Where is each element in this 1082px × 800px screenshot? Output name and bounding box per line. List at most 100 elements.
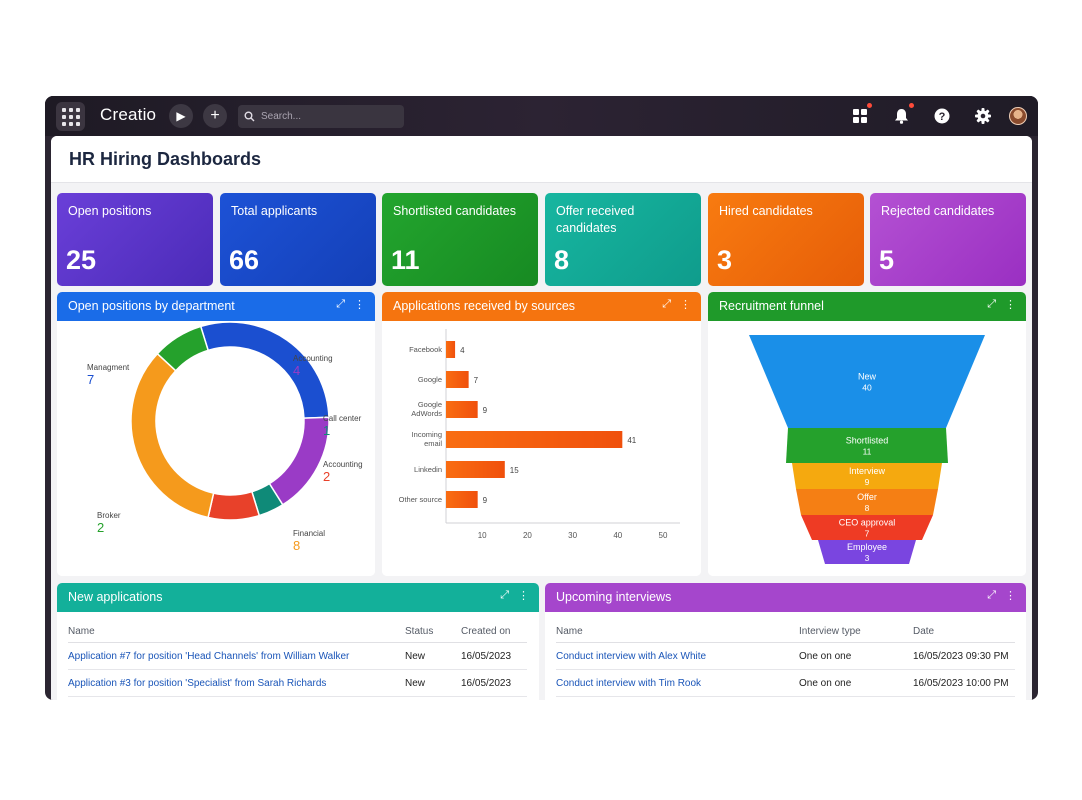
kpi-label: Hired candidates (719, 204, 813, 218)
kpi-total-applicants[interactable]: Total applicants 66 (220, 193, 376, 286)
bar-value-label: 9 (483, 406, 488, 415)
stage-value: 8 (865, 503, 870, 513)
more-options-icon[interactable]: ⋮ (518, 590, 529, 602)
widget-header: Recruitment funnel ⤢ ⋮ (708, 292, 1026, 321)
expand-icon[interactable]: ⤢ (500, 589, 509, 601)
kpi-label: Rejected candidates (881, 204, 995, 218)
stage-label: Interview (849, 466, 886, 476)
donut-slice (207, 490, 261, 521)
widget-body: Name Interview type Date Conduct intervi… (545, 612, 1026, 700)
plus-icon: + (210, 107, 220, 124)
slice-value: 4 (293, 363, 300, 378)
stage-value: 11 (863, 447, 872, 457)
table-header-row: Name Status Created on (68, 620, 527, 643)
app-window: Creatio ▶ + (45, 96, 1038, 700)
interview-link[interactable]: Conduct interview with Alex White (556, 651, 707, 662)
search-box[interactable] (238, 105, 404, 128)
new-applications-table: Name Status Created on Application #7 fo… (68, 620, 527, 697)
run-process-button[interactable]: ▶ (169, 104, 193, 128)
stage-value: 9 (865, 477, 870, 487)
application-link[interactable]: Application #3 for position 'Specialist'… (68, 678, 327, 689)
widget-header: Open positions by department ⤢ ⋮ (57, 292, 375, 321)
widget-recruitment-funnel: Recruitment funnel ⤢ ⋮ New 40 Shortlisted 1… (708, 292, 1026, 576)
kpi-label: Open positions (68, 204, 152, 218)
column-header[interactable]: Name (556, 620, 799, 643)
kpi-label: Shortlisted candidates (393, 204, 516, 218)
stage-value: 40 (862, 383, 872, 393)
more-options-icon[interactable]: ⋮ (1005, 590, 1016, 602)
kpi-rejected-candidates[interactable]: Rejected candidates 5 (870, 193, 1026, 286)
category-label: Linkedin (414, 465, 442, 474)
column-header[interactable]: Name (68, 620, 405, 643)
slice-value: 2 (323, 469, 330, 484)
table-header-row: Name Interview type Date (556, 620, 1015, 643)
apps-button[interactable] (851, 107, 869, 125)
column-header[interactable]: Created on (461, 620, 527, 643)
more-options-icon[interactable]: ⋮ (354, 299, 365, 311)
widget-title: Applications received by sources (393, 299, 576, 313)
column-header[interactable]: Date (913, 620, 1015, 643)
apps-badge (867, 103, 872, 108)
svg-text:?: ? (939, 111, 946, 123)
settings-button[interactable] (974, 107, 992, 125)
bar-value-label: 9 (483, 496, 488, 505)
kpi-value: 25 (66, 245, 97, 275)
widget-body: Managment 7 Accounting 4 Call center 1 Account… (57, 321, 375, 576)
expand-icon[interactable]: ⤢ (662, 298, 671, 310)
kpi-value: 66 (229, 245, 260, 275)
column-header[interactable]: Interview type (799, 620, 913, 643)
kpi-shortlisted-candidates[interactable]: Shortlisted candidates 11 (382, 193, 538, 286)
notifications-button[interactable] (892, 107, 910, 125)
widget-header: New applications ⤢ ⋮ (57, 583, 539, 612)
help-icon: ? (934, 108, 950, 124)
kpi-hired-candidates[interactable]: Hired candidates 3 (708, 193, 864, 286)
apps-icon (853, 109, 867, 123)
help-button[interactable]: ? (933, 107, 951, 125)
stage-label: CEO approval (839, 518, 896, 528)
table-row: Application #3 for position 'Specialist'… (68, 669, 527, 697)
play-icon: ▶ (176, 109, 186, 123)
widget-body: 10 20 30 40 50 4 Facebook 7 Google 9 Google AdWords… (382, 321, 701, 576)
widget-upcoming-interviews: Upcoming interviews ⤢ ⋮ Name Interview t… (545, 583, 1026, 700)
kpi-offer-received[interactable]: Offer received candidates 8 (545, 193, 701, 286)
widget-new-applications: New applications ⤢ ⋮ Name Status Created… (57, 583, 539, 700)
category-label-line: email (424, 439, 442, 448)
stage-value: 3 (865, 553, 870, 563)
x-tick-label: 20 (523, 531, 532, 540)
interview-link[interactable]: Conduct interview with Tim Rook (556, 678, 702, 689)
bar (446, 461, 505, 478)
stage-label: Offer (857, 492, 877, 502)
app-menu-button[interactable] (56, 102, 85, 131)
category-label: Incoming email (412, 430, 443, 448)
widget-title: Recruitment funnel (719, 299, 824, 313)
date-cell: 16/05/2023 10:00 PM (913, 669, 1015, 697)
slice-label: Managment (87, 363, 130, 372)
stage-label: Employee (847, 542, 887, 552)
slice-value: 8 (293, 538, 300, 553)
user-avatar[interactable] (1009, 107, 1027, 125)
add-button[interactable]: + (203, 104, 227, 128)
x-tick-label: 40 (613, 531, 622, 540)
expand-icon[interactable]: ⤢ (987, 589, 996, 601)
category-label: Other source (399, 495, 442, 504)
column-header[interactable]: Status (405, 620, 461, 643)
search-input[interactable] (261, 111, 401, 122)
kpi-open-positions[interactable]: Open positions 25 (57, 193, 213, 286)
bar (446, 371, 469, 388)
bar-value-label: 4 (460, 346, 465, 355)
bar-value-label: 41 (627, 436, 636, 445)
widget-body: New 40 Shortlisted 11 Interview 9 Offer 8 CEO ap… (708, 321, 1026, 576)
expand-icon[interactable]: ⤢ (987, 298, 996, 310)
more-options-icon[interactable]: ⋮ (1005, 299, 1016, 311)
expand-icon[interactable]: ⤢ (336, 298, 345, 310)
slice-value: 1 (323, 423, 330, 438)
date-cell: 16/05/2023 09:30 PM (913, 642, 1015, 670)
x-tick-label: 10 (478, 531, 487, 540)
upcoming-interviews-table: Name Interview type Date Conduct intervi… (556, 620, 1015, 697)
application-link[interactable]: Application #7 for position 'Head Channe… (68, 651, 350, 662)
more-options-icon[interactable]: ⋮ (680, 299, 691, 311)
creatio-logo: Creatio (100, 105, 157, 124)
slice-label: Accounting (293, 354, 333, 363)
type-cell: One on one (799, 642, 913, 670)
